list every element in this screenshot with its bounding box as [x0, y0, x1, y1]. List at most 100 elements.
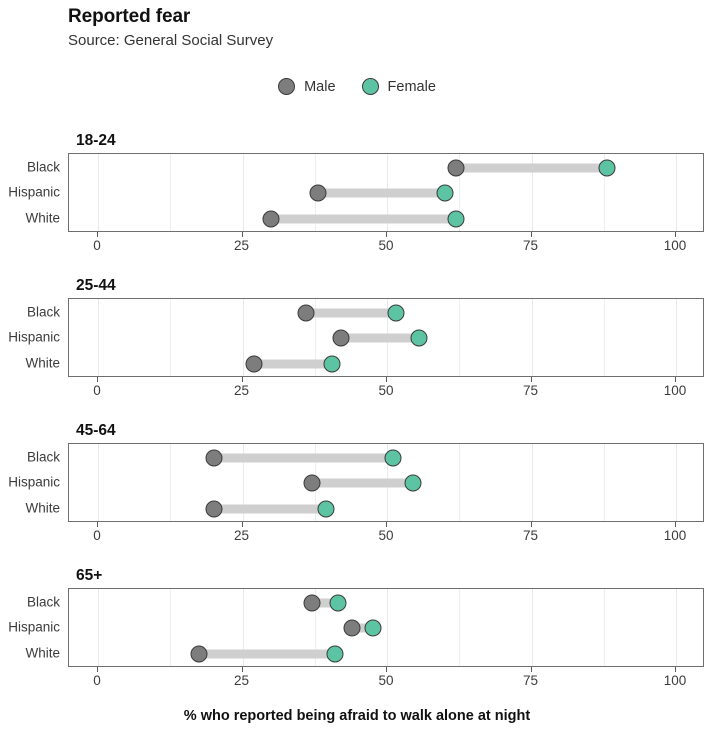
row-label-hispanic: Hispanic [8, 329, 60, 345]
row-label-black: Black [26, 594, 60, 609]
axis-tick-label: 75 [522, 528, 539, 543]
data-point-female[interactable] [598, 159, 616, 176]
dumbbell-connector [317, 188, 445, 198]
row-label-white: White [25, 355, 60, 370]
data-point-female[interactable] [447, 210, 465, 227]
data-point-female[interactable] [384, 449, 402, 466]
gridline-25 [242, 589, 244, 666]
data-point-female[interactable] [436, 184, 454, 202]
axis-tick-label: 100 [663, 238, 687, 253]
axis-tick-mark-50 [386, 522, 387, 527]
legend-male-circle-icon [278, 78, 296, 95]
axis-tick-label: 75 [522, 673, 539, 688]
row-label-black: Black [26, 159, 60, 174]
axis-tick-mark-25 [241, 522, 243, 527]
dumbbell-connector [456, 163, 607, 172]
axis-tick-label: 25 [233, 383, 250, 398]
data-point-female[interactable] [329, 594, 347, 611]
row-label-white: White [25, 645, 60, 660]
data-point-female[interactable] [323, 355, 341, 372]
dumbbell-connector [352, 623, 373, 633]
axis-tick-label: 50 [378, 673, 394, 688]
legend-item-female[interactable]: Female [361, 78, 436, 95]
data-point-male[interactable] [297, 304, 315, 321]
legend-item-male[interactable]: Male [278, 78, 336, 95]
data-point-male[interactable] [303, 474, 321, 492]
gridline-minor-87.5 [603, 444, 605, 521]
dumbbell-connector [340, 333, 419, 343]
gridline-75 [531, 154, 533, 231]
dumbbell-connector [199, 649, 335, 658]
axis-tick-label: 0 [93, 238, 101, 253]
legend-label: Male [304, 78, 336, 95]
gridline-25 [242, 154, 244, 231]
facet-title: 25-44 [76, 277, 116, 294]
data-point-male[interactable] [332, 329, 350, 347]
dumbbell-connector [271, 214, 457, 223]
axis-tick-label: 75 [522, 238, 539, 253]
data-point-male[interactable] [262, 210, 280, 227]
data-point-female[interactable] [387, 304, 405, 321]
data-point-female[interactable] [410, 329, 428, 347]
gridline-0 [98, 444, 99, 521]
data-point-male[interactable] [447, 159, 465, 176]
axis-tick-mark-100 [675, 232, 676, 237]
axis-tick-label: 50 [378, 238, 394, 253]
row-label-white: White [25, 210, 60, 225]
row-label-hispanic: Hispanic [8, 474, 60, 490]
plot-area [68, 588, 704, 667]
axis-tick-label: 25 [233, 673, 250, 688]
legend-label: Female [387, 78, 436, 95]
gridline-100 [676, 589, 677, 666]
data-point-female[interactable] [404, 474, 422, 492]
data-point-female[interactable] [317, 500, 335, 517]
gridline-25 [242, 299, 244, 376]
gridline-50 [387, 589, 388, 666]
axis-tick-mark-50 [386, 232, 387, 237]
gridline-75 [531, 444, 533, 521]
data-point-male[interactable] [343, 619, 361, 637]
gridline-minor-87.5 [603, 589, 605, 666]
axis-tick-mark-25 [241, 377, 243, 382]
data-point-male[interactable] [190, 645, 208, 662]
gridline-25 [242, 444, 244, 521]
data-point-male[interactable] [205, 449, 223, 466]
row-label-white: White [25, 500, 60, 515]
axis-tick-label: 25 [233, 528, 250, 543]
dumbbell-connector [213, 504, 327, 513]
plot-area [68, 153, 704, 232]
gridline-0 [98, 299, 99, 376]
data-point-male[interactable] [245, 355, 263, 372]
axis-tick-mark-75 [530, 667, 532, 672]
chart-legend: Male Female [0, 78, 714, 95]
facet-title: 18-24 [76, 132, 116, 149]
data-point-female[interactable] [326, 645, 344, 662]
plot-area [68, 443, 704, 522]
gridline-minor-87.5 [603, 299, 605, 376]
legend-female-circle-icon [361, 78, 379, 95]
data-point-female[interactable] [364, 619, 382, 637]
gridline-100 [676, 299, 677, 376]
gridline-0 [98, 154, 99, 231]
data-point-male[interactable] [205, 500, 223, 517]
dumbbell-connector [311, 478, 413, 488]
axis-tick-mark-75 [530, 522, 532, 527]
data-point-male[interactable] [303, 594, 321, 611]
dumbbell-connector [213, 453, 393, 462]
data-point-male[interactable] [309, 184, 327, 202]
row-label-black: Black [26, 449, 60, 464]
axis-tick-mark-0 [97, 232, 98, 237]
gridline-minor-37.5 [314, 299, 316, 376]
axis-tick-mark-0 [97, 377, 98, 382]
axis-tick-mark-75 [530, 232, 532, 237]
gridline-minor-62.5 [459, 589, 461, 666]
axis-tick-label: 100 [663, 673, 687, 688]
page-title: Reported fear [68, 6, 191, 27]
gridline-75 [531, 589, 533, 666]
gridline-minor-62.5 [459, 299, 461, 376]
axis-tick-mark-100 [675, 522, 676, 527]
dumbbell-connector [254, 359, 333, 368]
axis-tick-mark-0 [97, 667, 98, 672]
row-label-hispanic: Hispanic [8, 184, 60, 200]
axis-tick-label: 50 [378, 528, 394, 543]
